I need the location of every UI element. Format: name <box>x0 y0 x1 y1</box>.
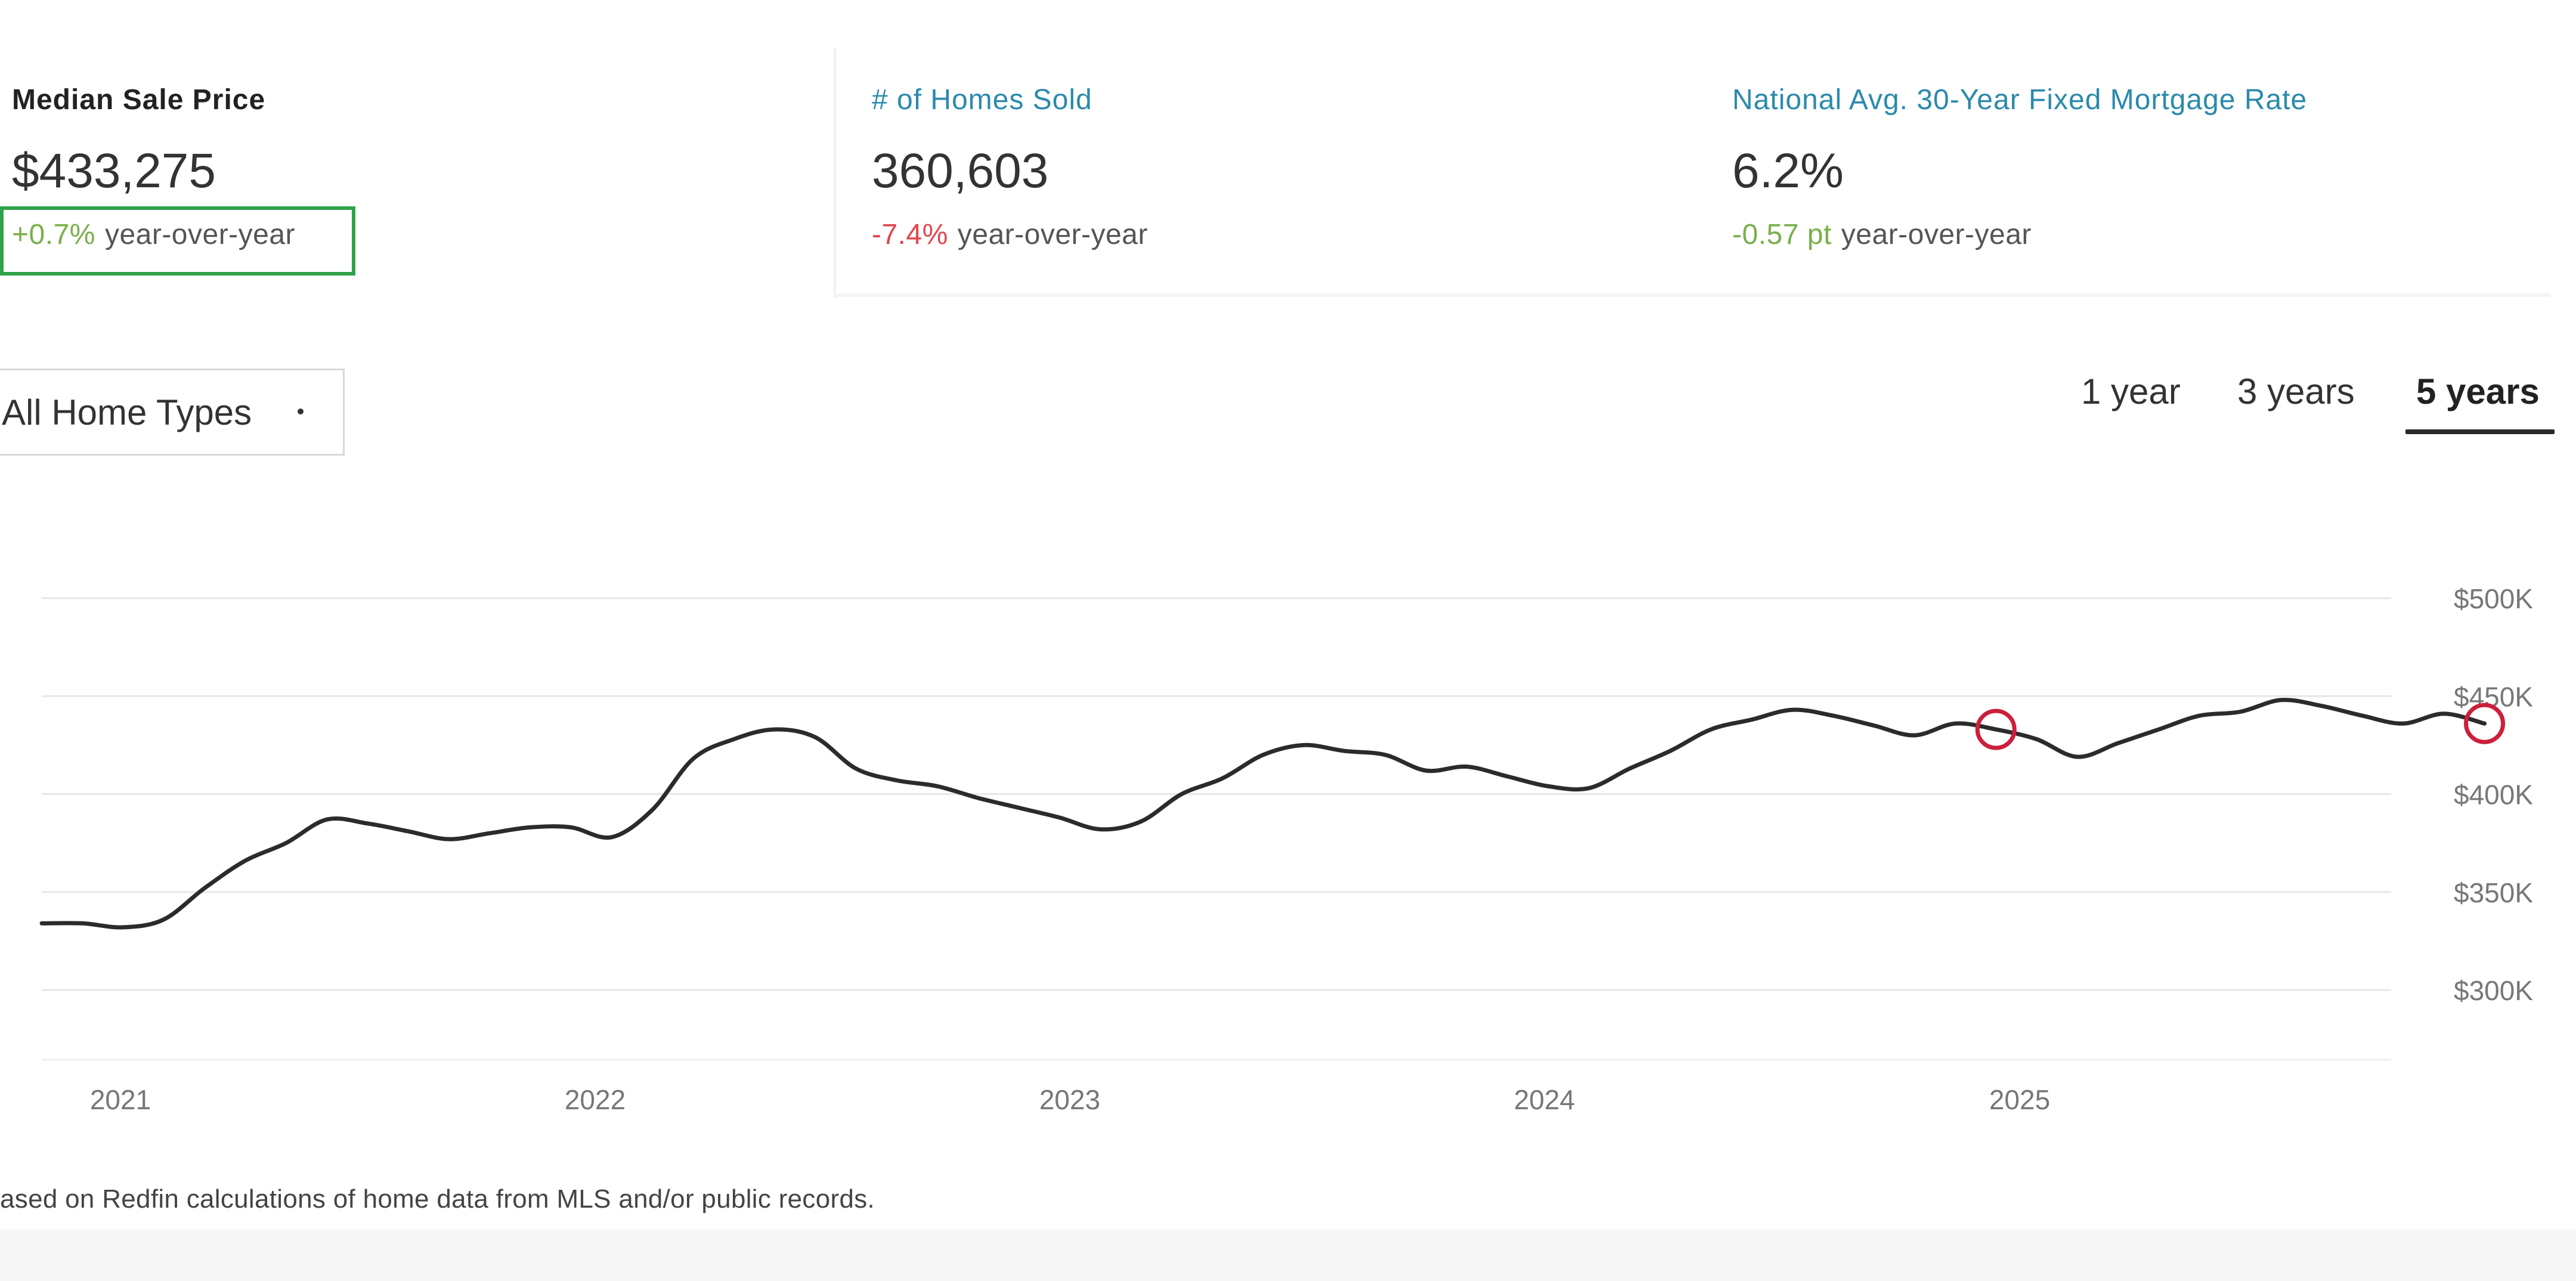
median-price-line <box>39 698 2487 930</box>
caret-down-icon <box>298 409 304 414</box>
x-tick-label: 2023 <box>1039 1084 1100 1115</box>
divider <box>834 293 2551 297</box>
stat-label[interactable]: # of Homes Sold <box>872 84 1092 116</box>
stat-delta-suffix: year-over-year <box>957 219 1148 250</box>
stat-delta: -0.57 pt <box>1732 219 1832 250</box>
stat-change: +0.7% year-over-year <box>12 218 295 251</box>
line-layer <box>39 698 2487 930</box>
highlight-marker <box>2464 703 2506 744</box>
stat-change: -7.4% year-over-year <box>872 218 1148 251</box>
stat-value: $433,275 <box>12 144 216 198</box>
stat-delta: -7.4% <box>872 219 948 250</box>
y-tick-layer: $300K$350K$400K$450K$500K <box>2454 583 2533 1006</box>
stat-homes-sold: # of Homes Sold 360,603 -7.4% year-over-y… <box>872 83 1147 250</box>
x-tick-label: 2021 <box>90 1084 151 1115</box>
stat-delta: +0.7% <box>12 219 95 250</box>
highlight-box <box>0 206 355 276</box>
home-type-dropdown[interactable]: All Home Types <box>0 369 345 456</box>
y-tick-label: $400K <box>2454 779 2533 810</box>
stat-delta-suffix: year-over-year <box>104 219 296 250</box>
stat-delta-suffix: year-over-year <box>1841 219 2032 250</box>
bottom-band <box>0 1230 2576 1281</box>
stat-value: 6.2% <box>1732 144 1844 198</box>
active-tab-indicator <box>2405 429 2555 434</box>
stat-mortgage-rate: National Avg. 30-Year Fixed Mortgage Rat… <box>1732 83 2308 250</box>
y-tick-label: $350K <box>2454 877 2533 908</box>
tab-1-year[interactable]: 1 year <box>2081 372 2181 411</box>
dropdown-selected-value: All Home Types <box>2 392 252 432</box>
marker-layer <box>1975 703 2506 750</box>
highlight-marker <box>1975 708 2017 750</box>
divider <box>834 48 836 298</box>
x-tick-layer: 2021 2022 2023 2024 2025 <box>90 1084 2050 1115</box>
stat-change: -0.57 pt year-over-year <box>1732 218 2032 251</box>
stat-label[interactable]: National Avg. 30-Year Fixed Mortgage Rat… <box>1732 84 2308 116</box>
stat-label: Median Sale Price <box>12 84 266 116</box>
median-price-chart: 2021 2022 2023 2024 2025 $300K$350K$400K$450… <box>39 583 2533 1115</box>
footnote: ased on Redfin calculations of home data… <box>0 1184 875 1214</box>
x-tick-label: 2025 <box>1989 1084 2050 1115</box>
grid-layer <box>42 597 2391 1061</box>
tab-5-years[interactable]: 5 years <box>2416 372 2540 411</box>
y-tick-label: $300K <box>2454 975 2533 1006</box>
stat-value: 360,603 <box>872 144 1049 198</box>
tab-3-years[interactable]: 3 years <box>2237 372 2355 411</box>
stat-median-sale-price: Median Sale Price $433,275 +0.7% year-ove… <box>0 83 355 276</box>
x-tick-label: 2024 <box>1514 1084 1575 1115</box>
y-tick-label: $500K <box>2454 583 2533 614</box>
x-tick-label: 2022 <box>565 1084 626 1115</box>
